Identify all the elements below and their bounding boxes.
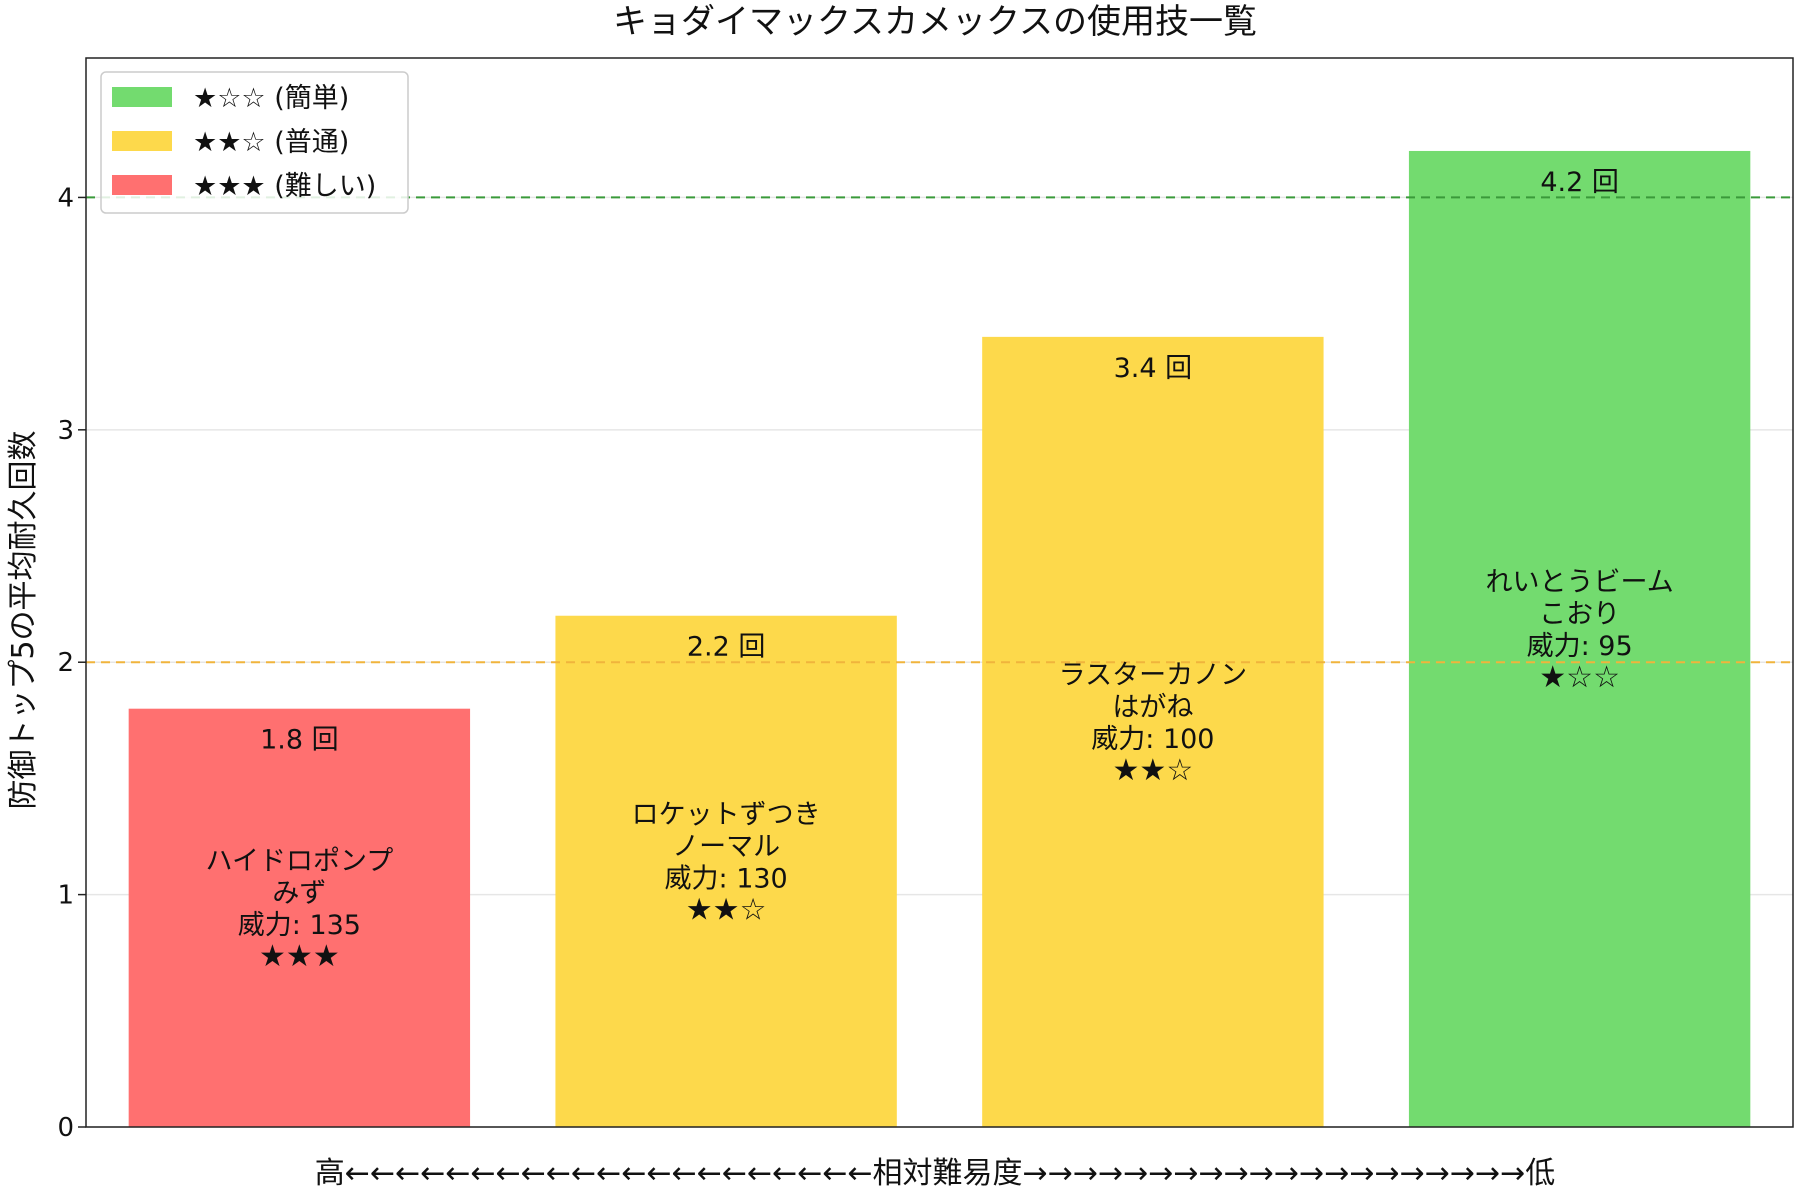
bar-stars-label: ★★☆ — [1113, 753, 1194, 788]
legend-label: ★★☆ (普通) — [193, 127, 349, 158]
y-tick-label: 3 — [57, 416, 74, 446]
bar-move-name: れいとうビーム — [1486, 567, 1674, 598]
bar — [128, 708, 471, 1127]
plot-frame — [85, 57, 1794, 1128]
legend-swatch — [112, 87, 172, 107]
y-tick-label: 0 — [57, 1113, 74, 1143]
bar-power-label: 威力: 135 — [238, 910, 361, 941]
x-axis-label: 高←←←←←←←←←←←←←←←←←←←←←相対難易度→→→→→→→→→→→→→… — [315, 1156, 1556, 1191]
y-tick-label: 2 — [57, 648, 74, 678]
bar — [982, 336, 1324, 1127]
bar-stars-label: ★☆☆ — [1539, 660, 1620, 695]
y-axis-label: 防御トップ5の平均耐久回数 — [6, 430, 41, 809]
bar-move-name: ラスターカノン — [1059, 660, 1247, 691]
y-tick-label: 1 — [57, 881, 74, 911]
bar-value-label: 4.2 回 — [1540, 167, 1619, 198]
bar-move-name: ハイドロポンプ — [206, 846, 394, 877]
legend-swatch — [112, 175, 172, 195]
bar-value-label: 3.4 回 — [1114, 353, 1193, 384]
bar-move-type: はがね — [1112, 692, 1193, 723]
bar-move-type: みず — [272, 878, 326, 909]
legend-box — [100, 71, 409, 214]
bar-stars-label: ★★★ — [259, 939, 340, 974]
bar-power-label: 威力: 130 — [665, 863, 788, 894]
bar-power-label: 威力: 95 — [1527, 631, 1633, 662]
bar — [1408, 150, 1751, 1127]
bar-power-label: 威力: 100 — [1091, 724, 1214, 755]
legend-label: ★☆☆ (簡単) — [193, 83, 349, 114]
chart-title: キョダイマックスカメックスの使用技一覧 — [613, 2, 1257, 42]
bar — [555, 615, 897, 1127]
bar-stars-label: ★★☆ — [686, 892, 767, 927]
bar-move-type: こおり — [1539, 599, 1620, 630]
bar-value-label: 1.8 回 — [260, 725, 339, 756]
bar-move-type: ノーマル — [672, 831, 780, 862]
legend-label: ★★★ (難しい) — [193, 171, 376, 202]
bar-value-label: 2.2 回 — [687, 632, 766, 663]
legend-swatch — [112, 131, 172, 151]
y-tick-label: 4 — [57, 183, 74, 213]
bar-move-name: ロケットずつき — [632, 799, 821, 830]
